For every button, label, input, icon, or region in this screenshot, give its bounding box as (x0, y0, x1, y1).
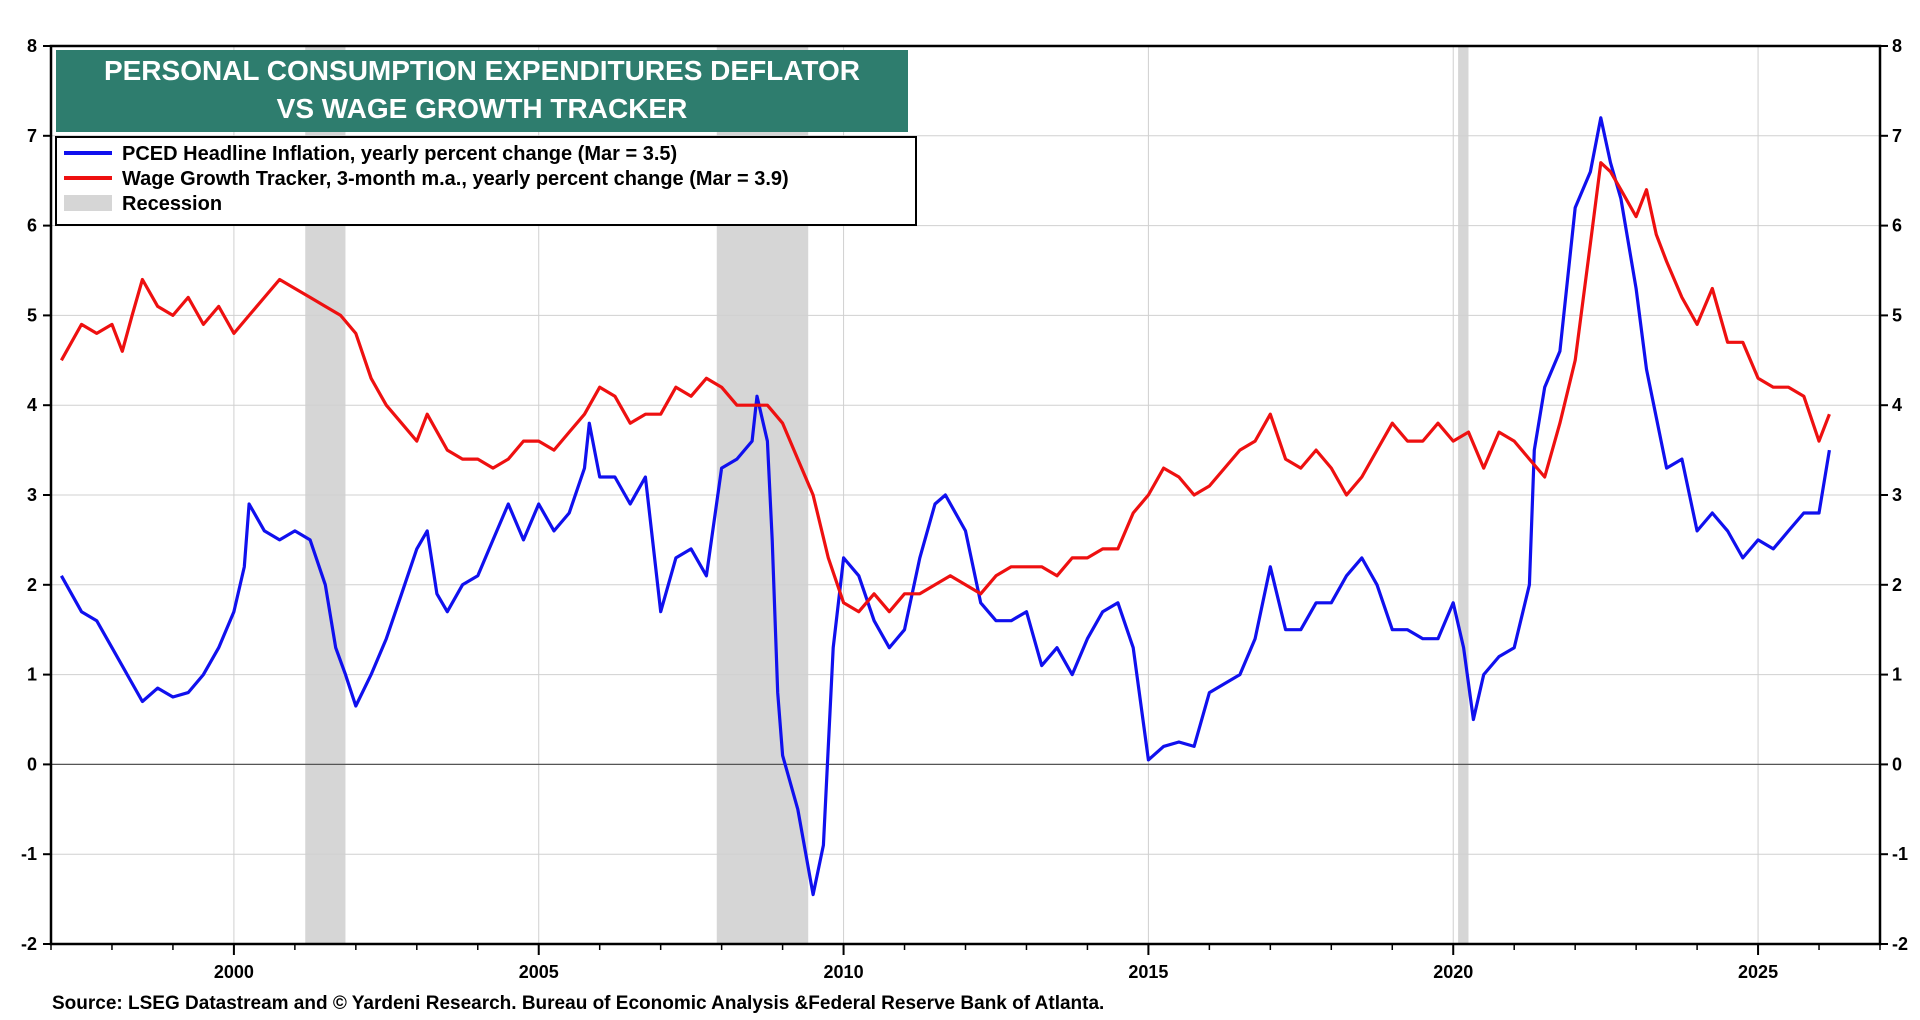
y-tick-label: 8 (27, 36, 37, 56)
y-tick-label: 6 (27, 216, 37, 236)
y-tick-label: 4 (27, 395, 37, 415)
legend-label-pced: PCED Headline Inflation, yearly percent … (122, 143, 677, 165)
y-tick-label: 4 (1892, 395, 1902, 415)
legend-swatch-recession (64, 195, 112, 211)
chart-title-box: PERSONAL CONSUMPTION EXPENDITURES DEFLAT… (56, 50, 908, 132)
y-tick-label: 6 (1892, 216, 1902, 236)
chart-title-line-1: PERSONAL CONSUMPTION EXPENDITURES DEFLAT… (104, 55, 860, 86)
x-tick-label: 2020 (1433, 962, 1473, 982)
y-tick-label: 3 (27, 485, 37, 505)
y-tick-label: 2 (27, 575, 37, 595)
y-axis-left: -2 -1 0 1 2 3 4 5 6 7 8 (21, 36, 51, 954)
legend-box (55, 136, 917, 226)
chart-title-line-2: VS WAGE GROWTH TRACKER (277, 93, 688, 124)
source-note: Source: LSEG Datastream and © Yardeni Re… (52, 993, 1104, 1014)
title-background (56, 50, 908, 132)
y-tick-label: 1 (1892, 665, 1902, 685)
y-tick-label: -1 (1892, 844, 1908, 864)
y-tick-label: 2 (1892, 575, 1902, 595)
y-tick-label: 0 (27, 754, 37, 774)
y-tick-label: 8 (1892, 36, 1902, 56)
y-tick-label: -2 (21, 934, 37, 954)
x-tick-label: 2005 (519, 962, 559, 982)
y-tick-label: 0 (1892, 754, 1902, 774)
series-lines (60, 116, 1831, 897)
y-axis-right: -2 -1 0 1 2 3 4 5 6 7 8 (1880, 36, 1908, 954)
y-tick-label: 3 (1892, 485, 1902, 505)
y-tick-label: -2 (1892, 934, 1908, 954)
x-tick-label: 2015 (1128, 962, 1168, 982)
y-tick-label: 5 (27, 305, 37, 325)
x-tick-label: 2010 (824, 962, 864, 982)
x-tick-label: 2025 (1738, 962, 1778, 982)
y-tick-label: 1 (27, 665, 37, 685)
series-line-wage (60, 161, 1831, 614)
x-tick-label: 2000 (214, 962, 254, 982)
y-tick-label: 5 (1892, 305, 1902, 325)
y-tick-label: 7 (1892, 126, 1902, 146)
x-axis: 2000 2005 2010 2015 2020 2025 (50, 944, 1881, 982)
y-tick-label: 7 (27, 126, 37, 146)
y-tick-label: -1 (21, 844, 37, 864)
legend: PCED Headline Inflation, yearly percent … (55, 136, 917, 226)
legend-label-wage: Wage Growth Tracker, 3-month m.a., yearl… (122, 168, 789, 190)
legend-label-recession: Recession (122, 193, 222, 215)
